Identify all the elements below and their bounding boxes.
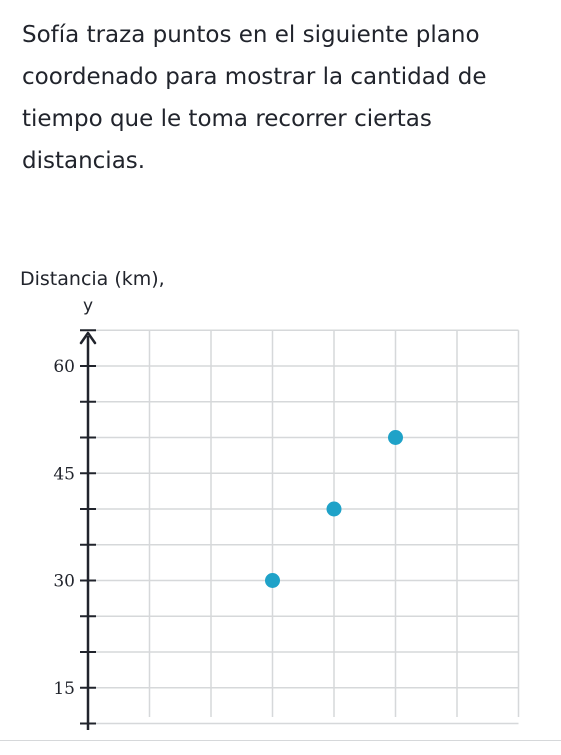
y-tick-label: 45 (53, 464, 75, 484)
data-point (265, 573, 280, 588)
y-variable-label: y (83, 296, 93, 316)
y-ticks (80, 329, 96, 725)
y-tick-label: 60 (53, 357, 75, 377)
data-point (326, 501, 342, 517)
y-tick-label: 30 (53, 572, 75, 592)
question-text: Sofía traza puntos en el siguiente plano… (22, 22, 487, 174)
divider (0, 740, 561, 741)
y-tick-label: 15 (53, 679, 75, 699)
y-axis (79, 331, 97, 730)
y-axis-title: Distancia (km), (20, 268, 165, 290)
y-tick-labels: 15 30 45 60 (53, 357, 75, 699)
grid-lines (88, 329, 520, 725)
data-point (388, 430, 403, 445)
y-axis-arrow-icon (79, 331, 97, 345)
data-points (265, 430, 403, 588)
